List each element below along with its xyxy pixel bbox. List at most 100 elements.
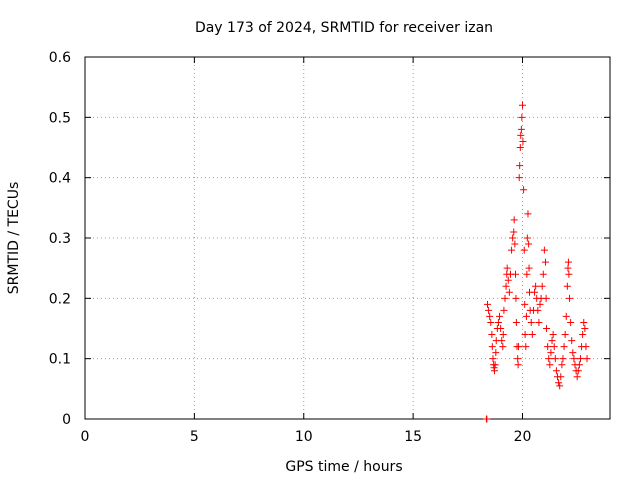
data-point: [557, 373, 565, 381]
data-point: [497, 325, 505, 332]
data-point: [504, 276, 512, 284]
data-point: [510, 216, 518, 224]
data-point: [548, 337, 556, 345]
data-point: [517, 125, 525, 133]
data-point: [564, 264, 572, 272]
data-point: [567, 318, 575, 326]
data-point: [561, 331, 569, 339]
data-points: [482, 101, 591, 423]
data-point: [522, 312, 530, 320]
data-point: [547, 349, 555, 357]
data-point: [502, 282, 510, 290]
data-point: [503, 264, 511, 272]
y-tick-label: 0.2: [49, 291, 71, 307]
data-point: [558, 361, 566, 369]
data-point: [551, 355, 559, 363]
y-tick-label: 0.5: [49, 110, 71, 126]
data-point: [520, 186, 528, 194]
data-point: [517, 131, 525, 139]
data-point: [545, 355, 553, 363]
data-point: [538, 282, 546, 290]
data-point: [527, 318, 535, 326]
data-point: [573, 373, 581, 381]
data-point: [511, 240, 519, 248]
data-point: [508, 246, 516, 254]
data-point: [489, 355, 497, 363]
data-point: [512, 294, 520, 302]
data-point: [494, 318, 502, 326]
x-tick-label: 20: [514, 429, 532, 445]
data-point: [498, 337, 506, 345]
data-point: [570, 355, 578, 363]
data-point: [540, 246, 548, 254]
data-point: [556, 382, 564, 390]
data-point: [491, 361, 499, 369]
data-point: [549, 331, 557, 339]
data-point: [566, 294, 574, 302]
grid-lines: [85, 57, 610, 419]
data-point: [534, 306, 542, 314]
data-point: [514, 355, 522, 363]
data-point: [521, 300, 529, 308]
data-point: [531, 288, 539, 296]
axis-ticks: [84, 56, 610, 420]
data-point: [512, 318, 520, 326]
data-point: [516, 162, 524, 170]
y-axis-title: SRMTID / TECUs: [6, 182, 22, 295]
data-point: [569, 349, 577, 357]
data-point: [523, 270, 531, 278]
data-point: [499, 343, 507, 351]
data-point: [550, 343, 558, 351]
data-point: [532, 282, 540, 290]
data-point: [483, 415, 491, 423]
data-point: [582, 343, 590, 351]
data-point: [536, 300, 544, 308]
data-point: [486, 312, 494, 320]
data-point: [528, 331, 536, 339]
data-point: [565, 270, 573, 278]
data-point: [524, 210, 532, 218]
chart-title: Day 173 of 2024, SRMTID for receiver iza…: [195, 20, 493, 36]
x-tick-label: 0: [81, 429, 90, 445]
y-tick-label: 0.4: [49, 171, 71, 187]
data-point: [539, 270, 547, 278]
data-point: [520, 246, 528, 254]
data-point: [499, 331, 507, 339]
data-point: [514, 361, 522, 369]
data-point: [488, 343, 496, 351]
data-point: [562, 312, 570, 320]
data-point: [535, 318, 543, 326]
y-tick-label: 0: [62, 412, 71, 428]
data-point: [581, 325, 589, 332]
data-point: [515, 343, 523, 351]
data-point: [559, 355, 567, 363]
data-point: [496, 312, 504, 320]
data-point: [576, 355, 584, 363]
data-point: [543, 325, 551, 332]
data-point: [560, 343, 568, 351]
data-point: [544, 343, 552, 351]
y-tick-label: 0.6: [49, 50, 71, 66]
data-point: [510, 228, 518, 236]
data-point: [525, 240, 533, 248]
data-point: [522, 343, 530, 351]
data-point: [574, 367, 582, 375]
data-point: [542, 294, 550, 302]
data-point: [564, 258, 572, 266]
data-point: [523, 234, 531, 242]
x-tick-label: 10: [295, 429, 313, 445]
data-point: [555, 379, 563, 387]
data-point: [492, 349, 500, 357]
data-point: [515, 174, 523, 182]
data-point: [501, 294, 509, 302]
data-point: [552, 367, 560, 375]
data-point: [546, 361, 554, 369]
data-point: [516, 144, 524, 151]
data-point: [583, 355, 591, 363]
data-point: [488, 331, 496, 339]
data-point: [579, 331, 587, 339]
data-point: [484, 300, 491, 308]
data-point: [575, 361, 583, 369]
data-point: [505, 288, 513, 296]
